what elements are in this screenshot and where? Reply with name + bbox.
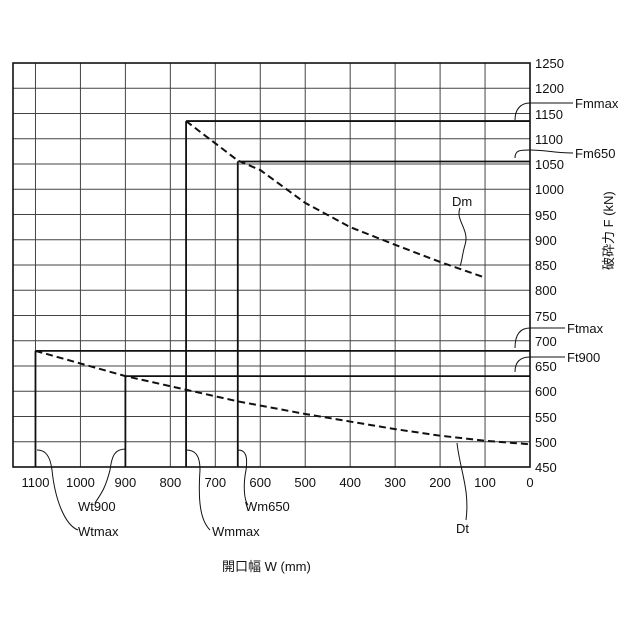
x-tick-label: 300	[384, 476, 406, 489]
y-tick-label: 850	[535, 259, 557, 272]
y-tick-label: 800	[535, 284, 557, 297]
x-axis-label: 開口幅 W (mm)	[222, 556, 311, 575]
y-tick-label: 750	[535, 310, 557, 323]
annotation-wtmax: Wtmax	[78, 525, 118, 538]
y-tick-label: 950	[535, 209, 557, 222]
y-tick-label: 1100	[535, 133, 563, 146]
x-tick-label: 200	[429, 476, 451, 489]
annotation-wt900: Wt900	[78, 500, 116, 513]
annotation-wm650: Wm650	[245, 500, 290, 513]
leader-wm650	[238, 450, 248, 505]
y-tick-label: 500	[535, 436, 557, 449]
y-tick-label: 600	[535, 385, 557, 398]
y-tick-label: 550	[535, 411, 557, 424]
y-tick-label: 1050	[535, 158, 564, 171]
annotation-fmmax: Fmmax	[575, 97, 618, 110]
annotation-ft900: Ft900	[567, 351, 600, 364]
x-tick-label: 800	[159, 476, 181, 489]
x-tick-label: 0	[526, 476, 533, 489]
annotation-wmmax: Wmmax	[212, 525, 260, 538]
y-tick-label: 450	[535, 461, 557, 474]
annotation-dm: Dm	[452, 195, 472, 208]
x-tick-label: 700	[204, 476, 226, 489]
annotation-fm650: Fm650	[575, 147, 615, 160]
x-tick-label: 600	[249, 476, 271, 489]
x-tick-label: 100	[474, 476, 496, 489]
x-tick-label: 500	[294, 476, 316, 489]
leader-dm	[459, 208, 466, 266]
leader-wmmax	[186, 450, 210, 530]
series-dt	[35, 351, 530, 444]
x-tick-label: 900	[115, 476, 137, 489]
annotation-dt: Dt	[456, 522, 469, 535]
leader-dt	[457, 443, 467, 520]
y-tick-label: 1250	[535, 57, 564, 70]
y-tick-label: 700	[535, 335, 557, 348]
y-tick-label: 1150	[535, 108, 563, 121]
y-tick-label: 900	[535, 234, 557, 247]
y-axis-label: 破砕力 F (kN)	[598, 191, 617, 270]
y-tick-label: 1200	[535, 82, 564, 95]
annotation-ftmax: Ftmax	[567, 322, 603, 335]
y-tick-label: 650	[535, 360, 557, 373]
y-tick-label: 1000	[535, 183, 564, 196]
x-tick-label: 1000	[66, 476, 95, 489]
x-tick-label: 1100	[21, 476, 49, 489]
leader-wtmax	[37, 450, 78, 530]
x-tick-label: 400	[339, 476, 361, 489]
